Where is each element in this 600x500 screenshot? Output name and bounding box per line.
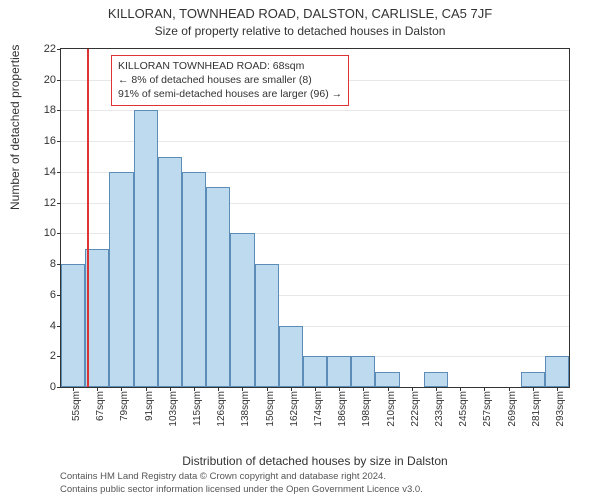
x-tick-mark bbox=[291, 387, 292, 391]
x-tick-label: 115sqm bbox=[190, 391, 203, 426]
x-tick-mark bbox=[533, 387, 534, 391]
x-tick-label: 79sqm bbox=[117, 391, 130, 421]
x-tick-label: 281sqm bbox=[529, 391, 542, 427]
histogram-bar bbox=[351, 356, 375, 387]
histogram-bar bbox=[279, 326, 303, 387]
histogram-bar bbox=[545, 356, 569, 387]
plot-area: 024681012141618202255sqm67sqm79sqm91sqm1… bbox=[60, 48, 570, 388]
y-tick-mark bbox=[57, 80, 61, 81]
y-tick-mark bbox=[57, 49, 61, 50]
info-box-line: 91% of semi-detached houses are larger (… bbox=[118, 87, 342, 101]
x-tick-label: 174sqm bbox=[311, 391, 324, 427]
x-tick-label: 245sqm bbox=[456, 391, 469, 427]
x-tick-label: 257sqm bbox=[480, 391, 493, 427]
y-axis-label: Number of detached properties bbox=[8, 45, 22, 210]
histogram-bar bbox=[424, 372, 448, 387]
x-tick-mark bbox=[146, 387, 147, 391]
main-title: KILLORAN, TOWNHEAD ROAD, DALSTON, CARLIS… bbox=[0, 0, 600, 21]
histogram-bar bbox=[230, 233, 254, 387]
x-tick-mark bbox=[557, 387, 558, 391]
histogram-bar bbox=[158, 157, 182, 387]
histogram-bar bbox=[375, 372, 399, 387]
x-tick-label: 222sqm bbox=[408, 391, 421, 427]
x-tick-mark bbox=[242, 387, 243, 391]
x-tick-mark bbox=[412, 387, 413, 391]
x-tick-mark bbox=[218, 387, 219, 391]
x-tick-label: 198sqm bbox=[359, 391, 372, 427]
x-tick-label: 91sqm bbox=[142, 391, 155, 421]
histogram-bar bbox=[134, 110, 158, 387]
x-tick-mark bbox=[484, 387, 485, 391]
reference-line bbox=[87, 49, 89, 387]
x-tick-mark bbox=[460, 387, 461, 391]
x-tick-mark bbox=[97, 387, 98, 391]
x-tick-mark bbox=[170, 387, 171, 391]
info-box-line: ← 8% of detached houses are smaller (8) bbox=[118, 73, 342, 87]
x-tick-label: 150sqm bbox=[263, 391, 276, 427]
chart-container: KILLORAN, TOWNHEAD ROAD, DALSTON, CARLIS… bbox=[0, 0, 600, 500]
x-tick-mark bbox=[315, 387, 316, 391]
y-tick-mark bbox=[57, 141, 61, 142]
x-tick-label: 210sqm bbox=[384, 391, 397, 427]
x-tick-mark bbox=[194, 387, 195, 391]
histogram-bar bbox=[61, 264, 85, 387]
x-axis-label: Distribution of detached houses by size … bbox=[60, 454, 570, 468]
x-tick-label: 126sqm bbox=[214, 391, 227, 427]
histogram-bar bbox=[109, 172, 133, 387]
x-tick-mark bbox=[339, 387, 340, 391]
x-tick-label: 67sqm bbox=[93, 391, 106, 421]
histogram-bar bbox=[303, 356, 327, 387]
x-tick-label: 55sqm bbox=[69, 391, 82, 421]
sub-title: Size of property relative to detached ho… bbox=[0, 21, 600, 38]
x-tick-mark bbox=[121, 387, 122, 391]
x-tick-label: 233sqm bbox=[432, 391, 445, 427]
y-tick-mark bbox=[57, 110, 61, 111]
y-tick-mark bbox=[57, 203, 61, 204]
x-tick-mark bbox=[267, 387, 268, 391]
x-tick-label: 138sqm bbox=[238, 391, 251, 427]
histogram-bar bbox=[255, 264, 279, 387]
x-tick-label: 186sqm bbox=[335, 391, 348, 427]
x-tick-mark bbox=[363, 387, 364, 391]
histogram-bar bbox=[521, 372, 545, 387]
attribution-line-1: Contains HM Land Registry data © Crown c… bbox=[60, 471, 423, 483]
x-tick-label: 269sqm bbox=[505, 391, 518, 427]
x-tick-mark bbox=[509, 387, 510, 391]
histogram-bar bbox=[206, 187, 230, 387]
info-box: KILLORAN TOWNHEAD ROAD: 68sqm← 8% of det… bbox=[111, 55, 349, 106]
attribution-text: Contains HM Land Registry data © Crown c… bbox=[60, 471, 423, 496]
x-tick-mark bbox=[388, 387, 389, 391]
x-tick-label: 162sqm bbox=[287, 391, 300, 427]
info-box-line: KILLORAN TOWNHEAD ROAD: 68sqm bbox=[118, 59, 342, 73]
x-tick-mark bbox=[436, 387, 437, 391]
y-tick-mark bbox=[57, 387, 61, 388]
y-tick-mark bbox=[57, 172, 61, 173]
x-tick-mark bbox=[73, 387, 74, 391]
histogram-bar bbox=[182, 172, 206, 387]
y-tick-mark bbox=[57, 233, 61, 234]
attribution-line-2: Contains public sector information licen… bbox=[60, 484, 423, 496]
x-tick-label: 103sqm bbox=[166, 391, 179, 427]
histogram-bar bbox=[327, 356, 351, 387]
x-tick-label: 293sqm bbox=[553, 391, 566, 427]
